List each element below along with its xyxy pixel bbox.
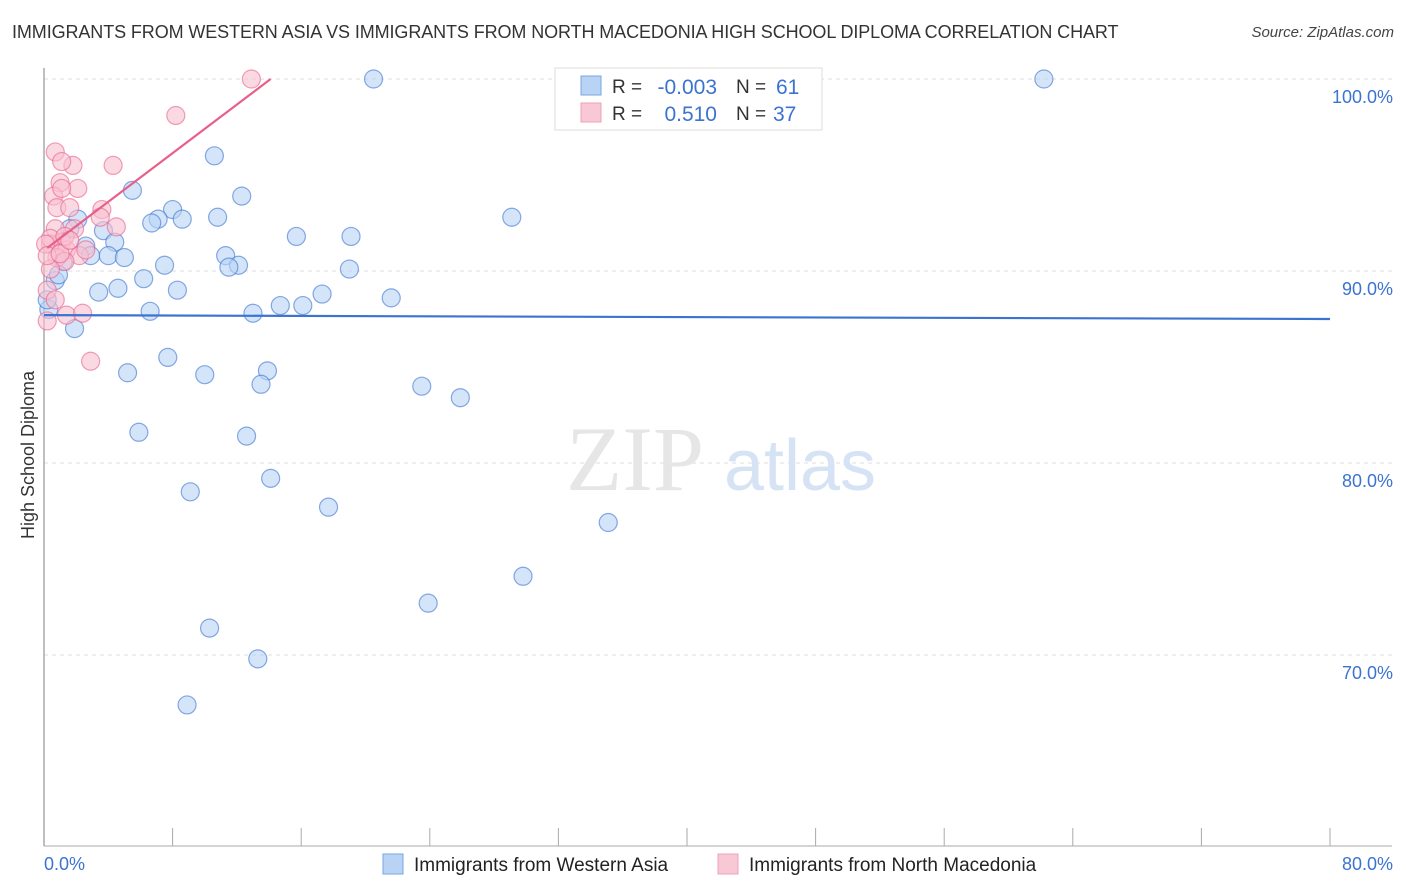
legend-n-label: N = bbox=[736, 104, 766, 125]
blue-point bbox=[177, 695, 197, 715]
legend-r-label: R = bbox=[612, 77, 642, 98]
blue-point bbox=[117, 363, 138, 383]
points bbox=[36, 69, 1054, 715]
legend-r-value: -0.003 bbox=[657, 76, 717, 99]
blue-point bbox=[98, 246, 118, 266]
pink-point bbox=[45, 290, 65, 310]
pink-point bbox=[52, 151, 72, 172]
blue-point bbox=[108, 278, 128, 298]
stats-legend: R = -0.003 N = 61 R = 0.510 N = 37 bbox=[554, 67, 823, 131]
legend-swatch-pink bbox=[717, 853, 739, 875]
blue-point bbox=[195, 365, 215, 385]
blue-point bbox=[89, 282, 109, 302]
blue-point bbox=[293, 295, 313, 316]
trend-lines bbox=[43, 78, 1331, 321]
blue-point bbox=[232, 186, 252, 206]
blue-point bbox=[219, 257, 239, 277]
legend-r-value: 0.510 bbox=[664, 103, 717, 126]
pink-point bbox=[106, 217, 126, 237]
blue-point bbox=[204, 146, 224, 166]
blue-trend-line bbox=[43, 314, 1331, 321]
y-tick-label: 80.0% bbox=[1342, 471, 1393, 491]
y-tick-label: 100.0% bbox=[1332, 87, 1393, 107]
pink-point bbox=[60, 198, 80, 218]
pink-trend-line bbox=[46, 78, 272, 249]
legend-n-value: 37 bbox=[773, 103, 796, 126]
blue-point bbox=[142, 213, 162, 233]
legend-label-western-asia: Immigrants from Western Asia bbox=[414, 855, 669, 876]
blue-point bbox=[154, 255, 175, 275]
y-axis-label: High School Diploma bbox=[18, 370, 38, 539]
series-legend: Immigrants from Western Asia Immigrants … bbox=[382, 853, 1037, 876]
blue-point bbox=[134, 269, 154, 289]
blue-point bbox=[248, 649, 268, 669]
blue-point bbox=[208, 207, 228, 227]
pink-point bbox=[103, 155, 123, 175]
x-ticks bbox=[43, 828, 1331, 846]
blue-point bbox=[114, 247, 134, 268]
blue-point bbox=[261, 468, 281, 488]
x-tick-label-min: 0.0% bbox=[44, 854, 85, 874]
pink-point bbox=[81, 351, 101, 371]
legend-n-label: N = bbox=[736, 77, 766, 98]
pink-point bbox=[52, 178, 72, 199]
pink-point bbox=[68, 178, 88, 199]
blue-point bbox=[513, 566, 533, 586]
y-tick-label: 70.0% bbox=[1342, 663, 1393, 683]
pink-point bbox=[166, 105, 186, 126]
pink-point bbox=[72, 303, 93, 323]
legend-swatch-blue bbox=[382, 853, 404, 875]
svg-text:ZIP: ZIP bbox=[566, 408, 704, 510]
blue-point bbox=[312, 284, 332, 304]
y-tick-labels: 100.0% 90.0% 80.0% 70.0% bbox=[1332, 87, 1393, 683]
blue-point bbox=[243, 303, 263, 323]
pink-point bbox=[50, 244, 70, 264]
legend-n-value: 61 bbox=[776, 76, 799, 99]
blue-point bbox=[412, 376, 432, 396]
blue-point bbox=[129, 422, 149, 442]
blue-point bbox=[318, 497, 339, 517]
pink-point bbox=[90, 207, 110, 227]
svg-text:atlas: atlas bbox=[724, 426, 876, 506]
blue-point bbox=[381, 288, 401, 308]
watermark: ZIP atlas bbox=[566, 408, 876, 510]
blue-point bbox=[1034, 69, 1054, 89]
blue-point bbox=[341, 226, 361, 247]
source-label: Source: ZipAtlas.com bbox=[1251, 24, 1394, 41]
blue-point bbox=[270, 295, 290, 316]
blue-point bbox=[140, 301, 160, 321]
blue-point bbox=[236, 426, 257, 446]
blue-point bbox=[339, 259, 360, 279]
blue-point bbox=[180, 482, 200, 502]
pink-point bbox=[37, 311, 57, 331]
blue-point bbox=[502, 207, 522, 227]
legend-swatch-pink bbox=[580, 102, 602, 123]
pink-point bbox=[241, 69, 261, 89]
legend-r-label: R = bbox=[612, 104, 642, 125]
blue-point bbox=[251, 374, 271, 394]
legend-label-north-macedonia: Immigrants from North Macedonia bbox=[749, 855, 1037, 876]
grid-lines bbox=[44, 78, 1392, 656]
blue-point bbox=[450, 388, 470, 408]
pink-point bbox=[60, 230, 80, 250]
blue-point bbox=[363, 69, 384, 89]
pink-point bbox=[76, 240, 96, 260]
legend-swatch-blue bbox=[580, 75, 602, 96]
chart-title: IMMIGRANTS FROM WESTERN ASIA VS IMMIGRAN… bbox=[12, 22, 1119, 42]
blue-point bbox=[418, 593, 438, 613]
blue-point bbox=[172, 209, 192, 229]
blue-point bbox=[286, 226, 306, 247]
x-tick-label-max: 80.0% bbox=[1342, 854, 1393, 874]
blue-point bbox=[158, 347, 178, 367]
blue-point bbox=[598, 512, 618, 533]
y-tick-label: 90.0% bbox=[1342, 279, 1393, 299]
blue-point bbox=[167, 280, 188, 300]
blue-point bbox=[199, 618, 220, 638]
